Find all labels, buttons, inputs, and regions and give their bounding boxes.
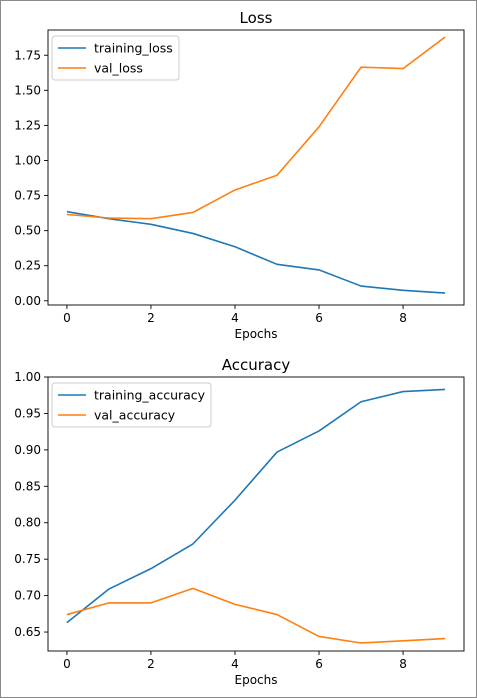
- loss-x-axis-label: Epochs: [235, 327, 278, 341]
- accuracy-y-tick-label: 0.90: [14, 443, 41, 457]
- accuracy-y-tick-label: 0.75: [14, 552, 41, 566]
- accuracy-y-tick-label: 0.80: [14, 516, 41, 530]
- loss-legend-label-val-loss: val_loss: [94, 61, 143, 76]
- accuracy-y-tick-label: 0.70: [14, 589, 41, 603]
- accuracy-y-tick-label: 0.85: [14, 479, 41, 493]
- accuracy-legend-box: [51, 382, 212, 428]
- accuracy-x-tick-label: 8: [399, 657, 407, 671]
- accuracy-series-line-training-accuracy: [66, 388, 446, 624]
- loss-y-tick-label: 0.75: [14, 189, 41, 203]
- accuracy-x-tick-label: 0: [63, 657, 71, 671]
- loss-x-tick-label: 6: [315, 311, 323, 325]
- accuracy-x-tick-label: 4: [231, 657, 239, 671]
- loss-x-tick-label: 2: [147, 311, 155, 325]
- loss-legend-box: [51, 35, 180, 81]
- accuracy-y-tick-label: 0.65: [14, 625, 41, 639]
- accuracy-y-tick-label: 1.00: [14, 370, 41, 384]
- accuracy-x-tick-label: 2: [147, 657, 155, 671]
- loss-y-tick-label: 0.50: [14, 224, 41, 238]
- loss-x-tick-label: 8: [399, 311, 407, 325]
- accuracy-legend-label-training-accuracy: training_accuracy: [94, 388, 206, 403]
- loss-chart-title: Loss: [240, 9, 273, 27]
- loss-y-tick-label: 1.50: [14, 83, 41, 97]
- accuracy-series-line-val-accuracy: [66, 587, 446, 644]
- loss-series-line-val-loss: [66, 36, 446, 220]
- accuracy-x-tick-label: 6: [315, 657, 323, 671]
- loss-y-tick-label: 1.00: [14, 153, 41, 167]
- accuracy-chart-title: Accuracy: [222, 356, 291, 374]
- loss-legend-label-training-loss: training_loss: [94, 41, 173, 56]
- loss-axes-frame: [47, 29, 465, 306]
- loss-y-tick-label: 0.00: [14, 294, 41, 308]
- loss-x-tick-label: 4: [231, 311, 239, 325]
- accuracy-x-axis-label: Epochs: [235, 673, 278, 687]
- loss-series-line-training-loss: [66, 210, 446, 294]
- accuracy-y-tick-label: 0.95: [14, 406, 41, 420]
- loss-y-tick-label: 1.75: [14, 48, 41, 62]
- accuracy-axes-frame: [47, 376, 465, 652]
- loss-y-tick-label: 0.25: [14, 259, 41, 273]
- accuracy-legend-label-val-accuracy: val_accuracy: [94, 408, 176, 423]
- loss-x-tick-label: 0: [63, 311, 71, 325]
- loss-y-tick-label: 1.25: [14, 118, 41, 132]
